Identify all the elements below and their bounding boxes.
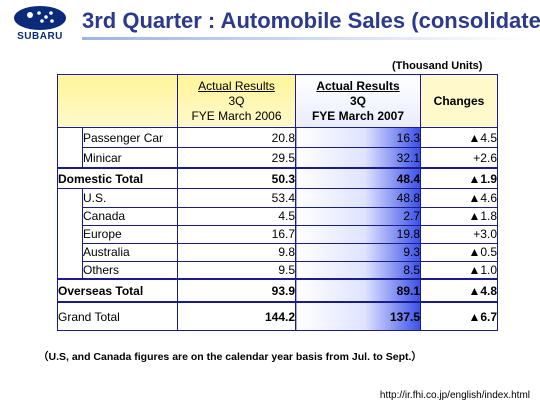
row-label: Domestic Total — [57, 166, 178, 190]
value-2007: 48.4 — [295, 166, 421, 190]
value-2007: 19.8 — [295, 224, 421, 244]
value-2006: 20.8 — [177, 127, 296, 149]
value-2007: 137.5 — [295, 301, 421, 332]
table-row: U.S. 53.4 48.8 ▲4.6 — [57, 188, 498, 280]
table-row: Canada 4.5 2.7 ▲1.8 — [58, 206, 498, 226]
table-row: Minicar 29.5 32.1 +2.6 — [58, 147, 498, 169]
value-2007: 8.5 — [295, 260, 421, 280]
header-2007-line3: FYE March 2007 — [311, 108, 405, 123]
grand-total-row: Grand Total 144.2 137.5 ▲6.7 — [57, 301, 498, 332]
change-value: ▲1.0 — [420, 260, 498, 280]
domestic-indent — [57, 127, 83, 169]
value-2007: 89.1 — [295, 278, 421, 303]
units-note: (Thousand Units) — [392, 60, 483, 72]
change-value: +3.0 — [420, 224, 498, 244]
change-value: ▲1.9 — [420, 166, 498, 190]
header-fye-2006: Actual Results 3Q FYE March 2006 — [177, 73, 296, 129]
change-value: +2.6 — [420, 147, 498, 169]
domestic-total-row: Domestic Total 50.3 48.4 ▲1.9 — [57, 166, 498, 190]
value-2007: 48.8 — [295, 188, 421, 208]
brand-wordmark: SUBARU — [17, 31, 63, 42]
row-label: Europe — [82, 224, 178, 244]
value-2007: 16.3 — [295, 127, 421, 149]
header-changes: Changes — [420, 73, 498, 129]
title-divider — [82, 37, 530, 40]
overseas-total-row: Overseas Total 93.9 89.1 ▲4.8 — [57, 278, 498, 303]
source-url[interactable]: http://ir.fhi.co.jp/english/index.html — [379, 390, 530, 401]
header-2007-line2: 3Q — [349, 93, 366, 108]
value-2006: 4.5 — [177, 206, 296, 226]
row-label: Overseas Total — [57, 278, 178, 303]
value-2006: 9.8 — [177, 242, 296, 262]
change-value: ▲1.8 — [420, 206, 498, 226]
value-2007: 9.3 — [295, 242, 421, 262]
row-label: Passenger Car — [82, 127, 178, 149]
value-2006: 50.3 — [177, 166, 296, 190]
row-label: Grand Total — [57, 301, 178, 332]
value-2006: 53.4 — [177, 188, 296, 208]
table-row: Australia 9.8 9.3 ▲0.5 — [58, 242, 498, 262]
table-row: Others 9.5 8.5 ▲1.0 — [58, 260, 498, 280]
table-row: Europe 16.7 19.8 +3.0 — [58, 224, 498, 244]
sales-table: Actual Results 3Q FYE March 2006 Actual … — [57, 73, 498, 332]
table-row: Passenger Car 20.8 16.3 ▲4.5 — [57, 127, 498, 169]
change-value: ▲0.5 — [420, 242, 498, 262]
header-2007-line1: Actual Results — [316, 78, 400, 93]
value-2006: 93.9 — [177, 278, 296, 303]
row-label: Minicar — [82, 147, 178, 169]
header-fye-2007: Actual Results 3Q FYE March 2007 — [295, 73, 421, 129]
value-2007: 32.1 — [295, 147, 421, 169]
value-2006: 16.7 — [177, 224, 296, 244]
value-2006: 29.5 — [177, 147, 296, 169]
row-label: Others — [82, 260, 178, 280]
change-value: ▲6.7 — [420, 301, 498, 332]
row-label: Australia — [82, 242, 178, 262]
header-blank — [57, 73, 178, 129]
value-2006: 144.2 — [177, 301, 296, 332]
change-value: ▲4.5 — [420, 127, 498, 149]
change-value: ▲4.8 — [420, 278, 498, 303]
value-2006: 9.5 — [177, 260, 296, 280]
row-label: Canada — [82, 206, 178, 226]
header-2006-line1: Actual Results — [198, 78, 275, 93]
subaru-logo — [14, 6, 66, 30]
header-2006-line2: 3Q — [228, 93, 245, 108]
header-2006-line3: FYE March 2006 — [191, 108, 282, 123]
footnote: （U.S, and Canada figures are on the cale… — [38, 351, 422, 363]
overseas-indent — [57, 188, 83, 280]
value-2007: 2.7 — [295, 206, 421, 226]
change-value: ▲4.6 — [420, 188, 498, 208]
row-label: U.S. — [82, 188, 178, 208]
page-title: 3rd Quarter : Automobile Sales (consolid… — [82, 8, 540, 33]
header-row: Actual Results 3Q FYE March 2006 Actual … — [57, 73, 498, 129]
